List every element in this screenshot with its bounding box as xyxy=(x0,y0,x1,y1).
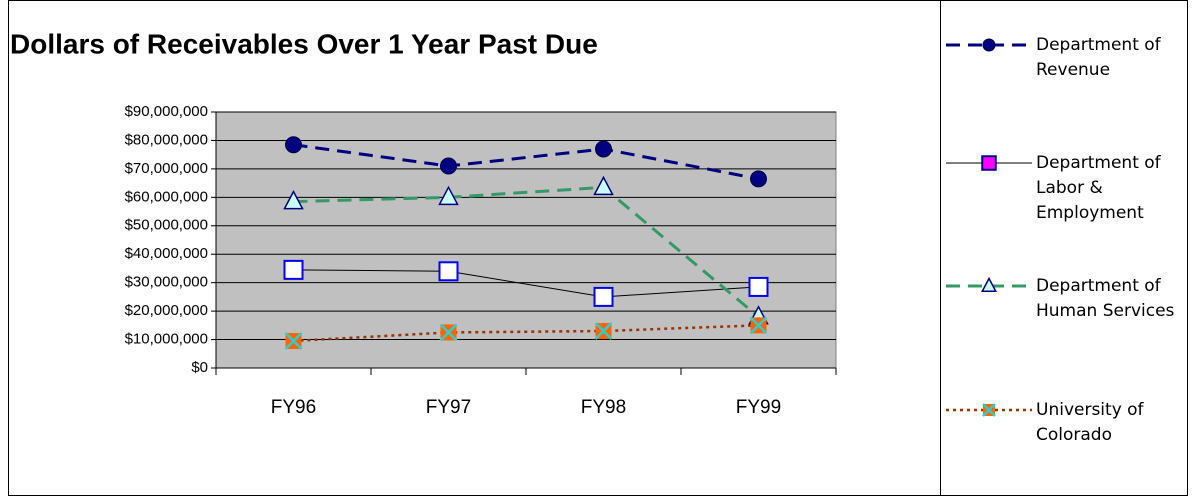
data-point xyxy=(439,323,458,342)
chart-title: Dollars of Receivables Over 1 Year Past … xyxy=(10,28,598,59)
data-point xyxy=(284,332,303,350)
data-point xyxy=(593,286,614,307)
data-point xyxy=(595,140,612,158)
x-tick-label: FY97 xyxy=(426,397,471,418)
y-tick-label: $90,000,000 xyxy=(125,103,208,120)
x-tick-label: FY96 xyxy=(271,397,316,418)
data-point-cross xyxy=(749,316,768,335)
data-point xyxy=(283,189,304,210)
y-tick-label: $80,000,000 xyxy=(125,131,208,148)
legend-marker xyxy=(982,403,996,417)
data-point xyxy=(594,322,613,340)
plot-area xyxy=(215,111,837,369)
y-tick-label: $40,000,000 xyxy=(125,245,208,262)
legend-marker-cross xyxy=(982,403,996,417)
legend-label: Department of Human Services xyxy=(1036,276,1175,321)
x-tick-label: FY99 xyxy=(736,397,781,418)
data-point xyxy=(749,316,768,335)
data-point xyxy=(440,157,457,175)
legend-label: University of Colorado xyxy=(1036,400,1144,445)
series-line xyxy=(293,185,760,318)
data-point xyxy=(283,259,304,280)
data-point-cross xyxy=(284,332,303,350)
y-tick-label: $30,000,000 xyxy=(125,274,208,291)
y-tick-label: $10,000,000 xyxy=(125,331,208,348)
data-point xyxy=(748,276,769,297)
data-point xyxy=(285,136,302,154)
legend-marker xyxy=(981,155,997,171)
y-tick-label: $20,000,000 xyxy=(125,302,208,319)
legend-marker xyxy=(981,276,997,292)
x-tick-label: FY98 xyxy=(581,397,626,418)
data-point xyxy=(593,175,614,196)
legend-label: Department of Labor & Employment xyxy=(1036,153,1161,223)
data-point xyxy=(438,185,459,206)
y-tick-label: $0 xyxy=(191,359,208,376)
data-point-cross xyxy=(439,323,458,342)
data-point xyxy=(750,170,767,188)
series-line xyxy=(293,324,759,343)
y-tick-label: $50,000,000 xyxy=(125,217,208,234)
data-point xyxy=(438,261,459,282)
y-tick-label: $70,000,000 xyxy=(125,160,208,177)
series-line xyxy=(293,269,759,298)
series-line xyxy=(293,143,759,181)
data-point-cross xyxy=(594,322,613,340)
legend-label: Department of Revenue xyxy=(1036,35,1161,80)
legend-marker xyxy=(982,38,996,52)
y-tick-label: $60,000,000 xyxy=(125,188,208,205)
